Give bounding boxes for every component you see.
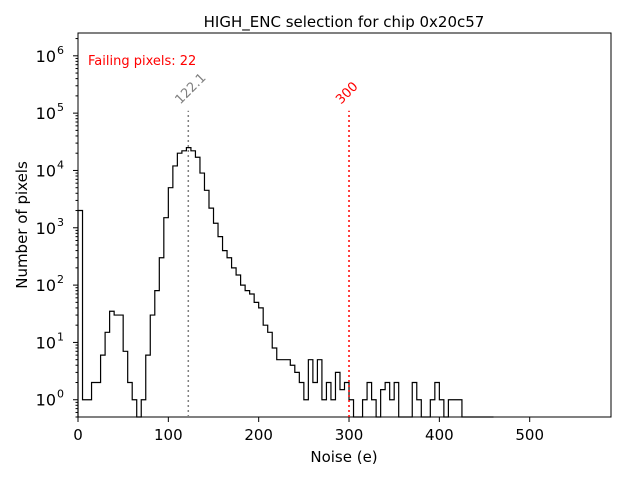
y-tick-exponent: 6 xyxy=(57,44,64,57)
x-tick-label: 300 xyxy=(335,426,364,444)
y-tick-label: 10 xyxy=(36,219,56,238)
y-tick-exponent: 4 xyxy=(57,158,64,171)
x-tick-label: 500 xyxy=(515,426,544,444)
x-axis-label: Noise (e) xyxy=(310,448,377,466)
x-axis: 0 100 200 300 400 500 xyxy=(73,417,544,444)
y-tick-exponent: 3 xyxy=(57,216,64,229)
x-tick-label: 100 xyxy=(154,426,183,444)
y-tick-label: 10 xyxy=(36,333,56,352)
threshold-marker-label: 300 xyxy=(333,79,361,107)
y-tick-exponent: 2 xyxy=(57,273,64,286)
y-tick-label: 10 xyxy=(36,104,56,123)
x-tick-label: 400 xyxy=(425,426,454,444)
chart-title: HIGH_ENC selection for chip 0x20c57 xyxy=(204,13,485,32)
y-tick-exponent: 1 xyxy=(57,330,64,343)
y-tick-label: 10 xyxy=(36,391,56,410)
plot-area: 122.1 300 Failing pixels: 22 xyxy=(77,32,612,418)
y-tick-exponent: 5 xyxy=(57,101,64,114)
histogram-step-line xyxy=(77,147,494,418)
y-axis-label: Number of pixels xyxy=(13,161,31,289)
mean-marker-label: 122.1 xyxy=(173,71,210,108)
y-tick-label: 10 xyxy=(36,276,56,295)
y-tick-exponent: 0 xyxy=(57,388,64,401)
x-tick-label: 200 xyxy=(244,426,273,444)
failing-pixels-annotation: Failing pixels: 22 xyxy=(88,54,196,69)
x-tick-label: 0 xyxy=(73,426,83,444)
y-tick-label: 10 xyxy=(36,161,56,180)
y-tick-label: 10 xyxy=(36,47,56,66)
